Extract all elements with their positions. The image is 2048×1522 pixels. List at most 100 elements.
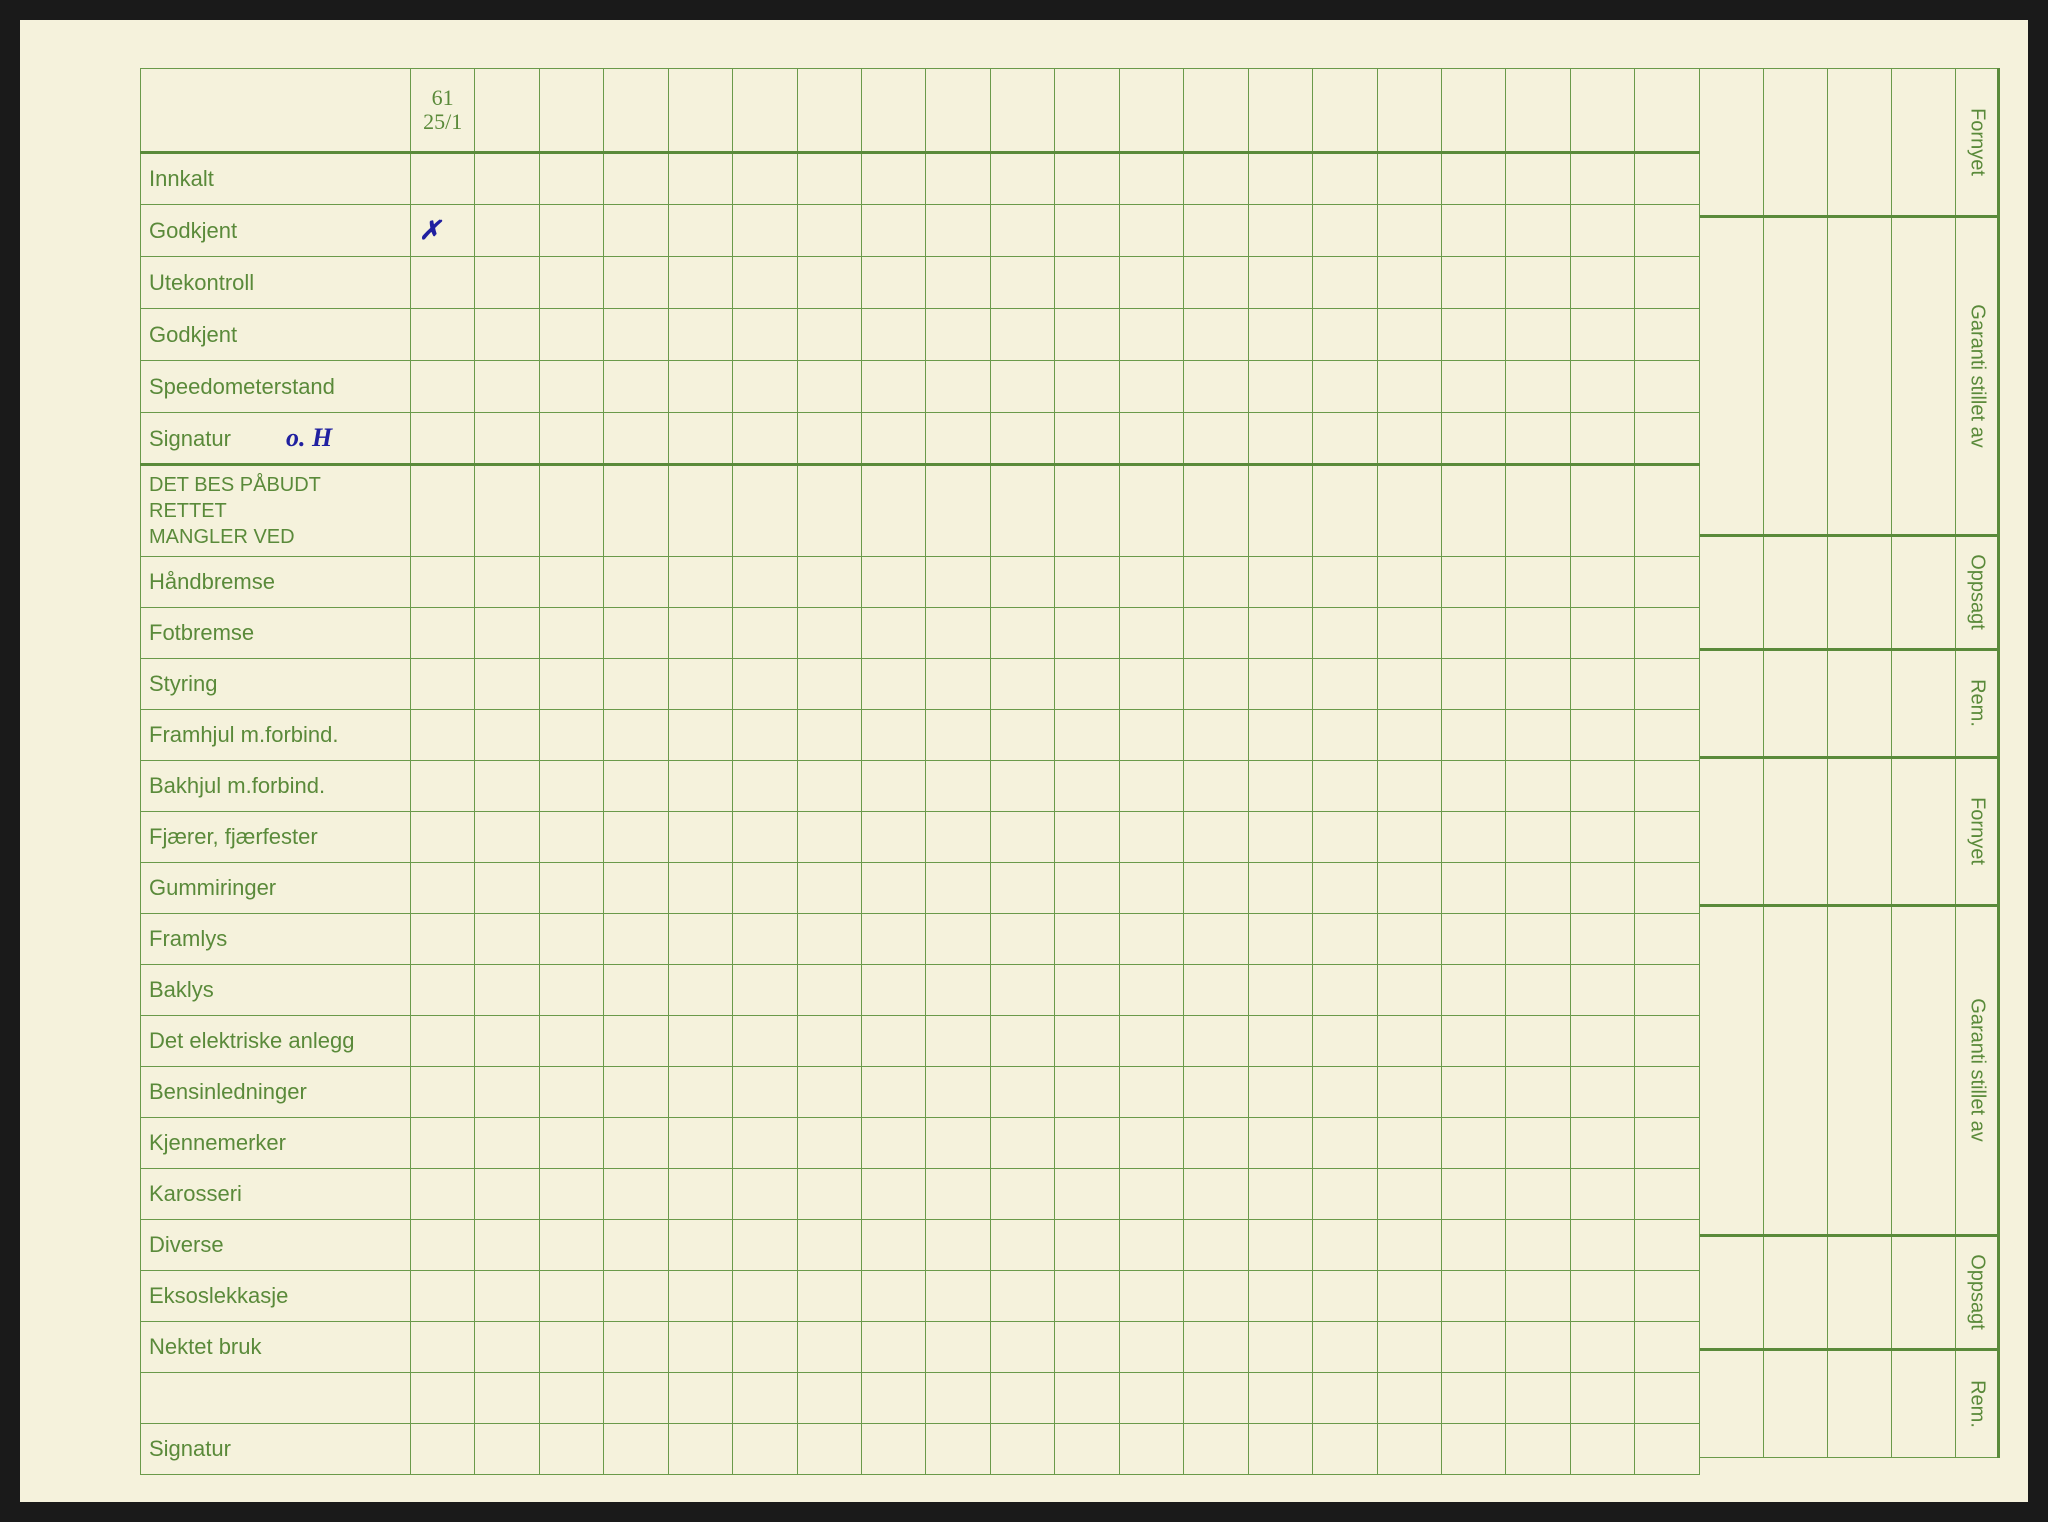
grid-cell — [604, 1424, 668, 1475]
grid-cell — [410, 659, 474, 710]
grid-cell — [1184, 1169, 1248, 1220]
grid-cell — [604, 1322, 668, 1373]
grid-cell — [926, 557, 990, 608]
grid-cell — [539, 863, 603, 914]
grid-cell — [1184, 659, 1248, 710]
grid-cell — [668, 812, 732, 863]
grid-cell — [604, 863, 668, 914]
grid-cell — [604, 1118, 668, 1169]
grid-cell — [475, 1373, 539, 1424]
grid-cell — [862, 1067, 926, 1118]
grid-cell — [733, 659, 797, 710]
grid-cell — [604, 914, 668, 965]
grid-cell — [1119, 1373, 1183, 1424]
grid-cell — [1119, 965, 1183, 1016]
grid-cell — [1119, 812, 1183, 863]
grid-cell — [1248, 812, 1312, 863]
grid-cell — [926, 1373, 990, 1424]
defect-label: Bensinledninger — [141, 1067, 411, 1118]
grid-cell — [1055, 812, 1119, 863]
grid-cell — [668, 761, 732, 812]
grid-cell — [1313, 1322, 1377, 1373]
defect-label: Det elektriske anlegg — [141, 1016, 411, 1067]
grid-cell — [733, 1169, 797, 1220]
grid-cell — [926, 914, 990, 965]
defect-row: Bakhjul m.forbind. — [141, 761, 1700, 812]
grid-cell — [1377, 1169, 1441, 1220]
grid-cell — [410, 1373, 474, 1424]
grid-cell — [1119, 761, 1183, 812]
grid-cell — [862, 1220, 926, 1271]
grid-cell — [539, 1016, 603, 1067]
grid-cell — [1377, 659, 1441, 710]
grid-cell — [1506, 608, 1570, 659]
grid-cell — [604, 1220, 668, 1271]
grid-cell — [604, 1373, 668, 1424]
grid-cell — [668, 1067, 732, 1118]
grid-cell — [1441, 812, 1505, 863]
grid-cell — [797, 1118, 861, 1169]
grid-cell — [410, 1118, 474, 1169]
grid-cell — [539, 1424, 603, 1475]
grid-cell — [410, 1322, 474, 1373]
grid-cell — [797, 1067, 861, 1118]
grid-cell — [1570, 812, 1634, 863]
grid-cell — [1506, 1118, 1570, 1169]
grid-cell — [926, 1169, 990, 1220]
grid-cell — [797, 1322, 861, 1373]
grid-cell — [1441, 1169, 1505, 1220]
grid-cell — [862, 1373, 926, 1424]
grid-cell — [604, 557, 668, 608]
grid-cell — [1184, 1322, 1248, 1373]
grid-cell — [862, 1322, 926, 1373]
signature-value: o. H — [286, 423, 332, 452]
grid-cell — [539, 1271, 603, 1322]
grid-cell — [475, 710, 539, 761]
grid-cell — [668, 1373, 732, 1424]
grid-cell — [668, 863, 732, 914]
grid-cell — [475, 557, 539, 608]
grid-cell — [1506, 914, 1570, 965]
grid-cell — [1055, 1271, 1119, 1322]
grid-cell — [1184, 812, 1248, 863]
grid-cell — [1313, 812, 1377, 863]
grid-cell — [1506, 1220, 1570, 1271]
grid-cell — [862, 965, 926, 1016]
grid-cell — [926, 1067, 990, 1118]
grid-cell — [1635, 557, 1700, 608]
grid-cell — [1506, 761, 1570, 812]
grid-cell — [1313, 710, 1377, 761]
grid-cell — [1184, 914, 1248, 965]
row-val — [410, 153, 474, 205]
grid-cell — [1184, 608, 1248, 659]
grid-cell — [1119, 557, 1183, 608]
grid-cell — [1506, 1169, 1570, 1220]
grid-cell — [1441, 659, 1505, 710]
grid-cell — [1635, 1271, 1700, 1322]
side-label: Fornyet — [1956, 757, 1999, 905]
grid-cell — [1570, 659, 1634, 710]
grid-cell — [733, 914, 797, 965]
grid-cell — [1377, 761, 1441, 812]
grid-cell — [733, 608, 797, 659]
grid-cell — [1248, 1067, 1312, 1118]
grid-cell — [926, 1424, 990, 1475]
defect-row: Karosseri — [141, 1169, 1700, 1220]
grid-cell — [862, 710, 926, 761]
grid-cell — [1119, 1169, 1183, 1220]
grid-cell — [1570, 914, 1634, 965]
grid-cell — [1570, 608, 1634, 659]
grid-cell — [862, 608, 926, 659]
defect-row: Nektet bruk — [141, 1322, 1700, 1373]
grid-cell — [733, 1118, 797, 1169]
grid-cell — [1248, 914, 1312, 965]
grid-cell — [539, 1220, 603, 1271]
row-label: Innkalt — [141, 153, 411, 205]
grid-cell — [990, 1322, 1054, 1373]
grid-cell — [1184, 965, 1248, 1016]
grid-cell — [410, 914, 474, 965]
grid-cell — [797, 965, 861, 1016]
defect-label: Baklys — [141, 965, 411, 1016]
grid-cell — [1570, 557, 1634, 608]
defect-label: Håndbremse — [141, 557, 411, 608]
